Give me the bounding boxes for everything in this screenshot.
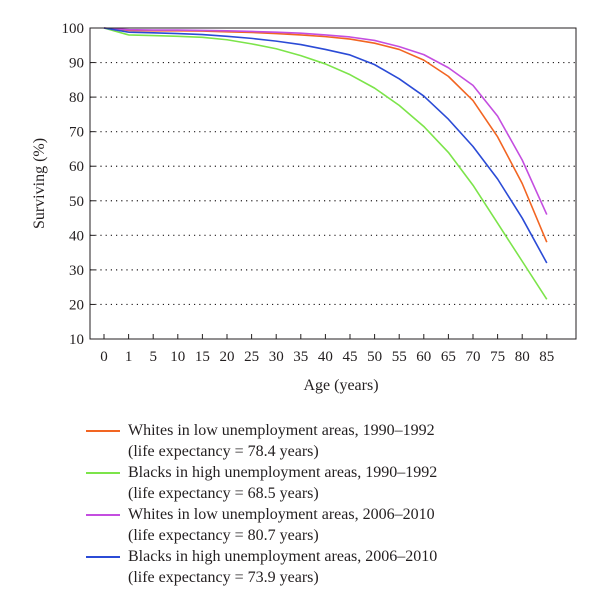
legend-label: Whites in low unemployment areas, 2006–2… — [128, 506, 435, 523]
x-tick-label: 40 — [318, 349, 333, 365]
legend-note: (life expectancy = 80.7 years) — [128, 527, 319, 544]
legend-label: Blacks in high unemployment areas, 1990–… — [128, 464, 438, 481]
x-tick-label: 55 — [392, 349, 407, 365]
x-axis-ticks: 0 1 5 10 15 20 25 30 35 40 45 50 55 60 65 70 75 80 85 — [100, 334, 554, 365]
x-tick-label: 30 — [269, 349, 284, 365]
series-line-1 — [103, 27, 548, 300]
y-tick-label: 70 — [69, 125, 84, 141]
legend-swatch-0 — [86, 430, 120, 432]
y-axis-ticks: 10 20 30 40 50 60 70 80 90 100 — [62, 21, 95, 348]
legend-note: (life expectancy = 78.4 years) — [128, 443, 319, 460]
legend-item: Whites in low unemployment areas, 1990–1… — [86, 420, 566, 462]
x-tick-label: 35 — [293, 349, 308, 365]
legend-swatch-1 — [86, 472, 120, 474]
x-tick-label: 85 — [539, 349, 554, 365]
legend-label: Blacks in high unemployment areas, 2006–… — [128, 548, 438, 565]
x-tick-label: 5 — [149, 349, 157, 365]
x-tick-label: 50 — [367, 349, 382, 365]
x-tick-label: 1 — [125, 349, 133, 365]
legend-swatch-2 — [86, 514, 120, 516]
x-tick-label: 0 — [100, 349, 108, 365]
x-tick-label: 70 — [466, 349, 481, 365]
y-tick-label: 30 — [69, 263, 84, 279]
legend-note: (life expectancy = 73.9 years) — [128, 569, 319, 586]
y-tick-label: 100 — [62, 21, 85, 37]
x-tick-label: 65 — [441, 349, 456, 365]
x-tick-label: 10 — [170, 349, 185, 365]
x-tick-label: 75 — [490, 349, 505, 365]
y-tick-label: 80 — [69, 90, 84, 106]
legend-note: (life expectancy = 68.5 years) — [128, 485, 319, 502]
legend-item: Whites in low unemployment areas, 2006–2… — [86, 504, 566, 546]
series-lines — [103, 27, 548, 300]
x-axis-title: Age (years) — [303, 377, 378, 394]
y-tick-label: 60 — [69, 159, 84, 175]
y-tick-label: 10 — [69, 332, 84, 348]
x-tick-label: 80 — [515, 349, 530, 365]
x-tick-label: 60 — [416, 349, 431, 365]
series-line-0 — [103, 27, 548, 243]
y-tick-label: 90 — [69, 56, 84, 72]
survival-chart: 10 20 30 40 50 60 70 80 90 100 0 1 5 10 15 20 25 30 35 40 4… — [31, 21, 577, 394]
legend-item: Blacks in high unemployment areas, 2006–… — [86, 546, 566, 588]
series-line-2 — [103, 27, 548, 215]
x-tick-label: 15 — [195, 349, 210, 365]
legend-label: Whites in low unemployment areas, 1990–1… — [128, 422, 435, 439]
y-tick-label: 20 — [69, 297, 84, 313]
x-tick-label: 45 — [343, 349, 358, 365]
y-tick-label: 50 — [69, 194, 84, 210]
series-line-3 — [103, 27, 548, 264]
legend-swatch-3 — [86, 556, 120, 558]
legend-item: Blacks in high unemployment areas, 1990–… — [86, 462, 566, 504]
plot-frame — [89, 27, 577, 340]
x-tick-label: 20 — [220, 349, 235, 365]
legend: Whites in low unemployment areas, 1990–1… — [86, 420, 566, 588]
y-tick-label: 40 — [69, 228, 84, 244]
y-axis-title: Surviving (%) — [31, 138, 48, 229]
grid-lines — [90, 61, 576, 306]
x-tick-label: 25 — [244, 349, 259, 365]
